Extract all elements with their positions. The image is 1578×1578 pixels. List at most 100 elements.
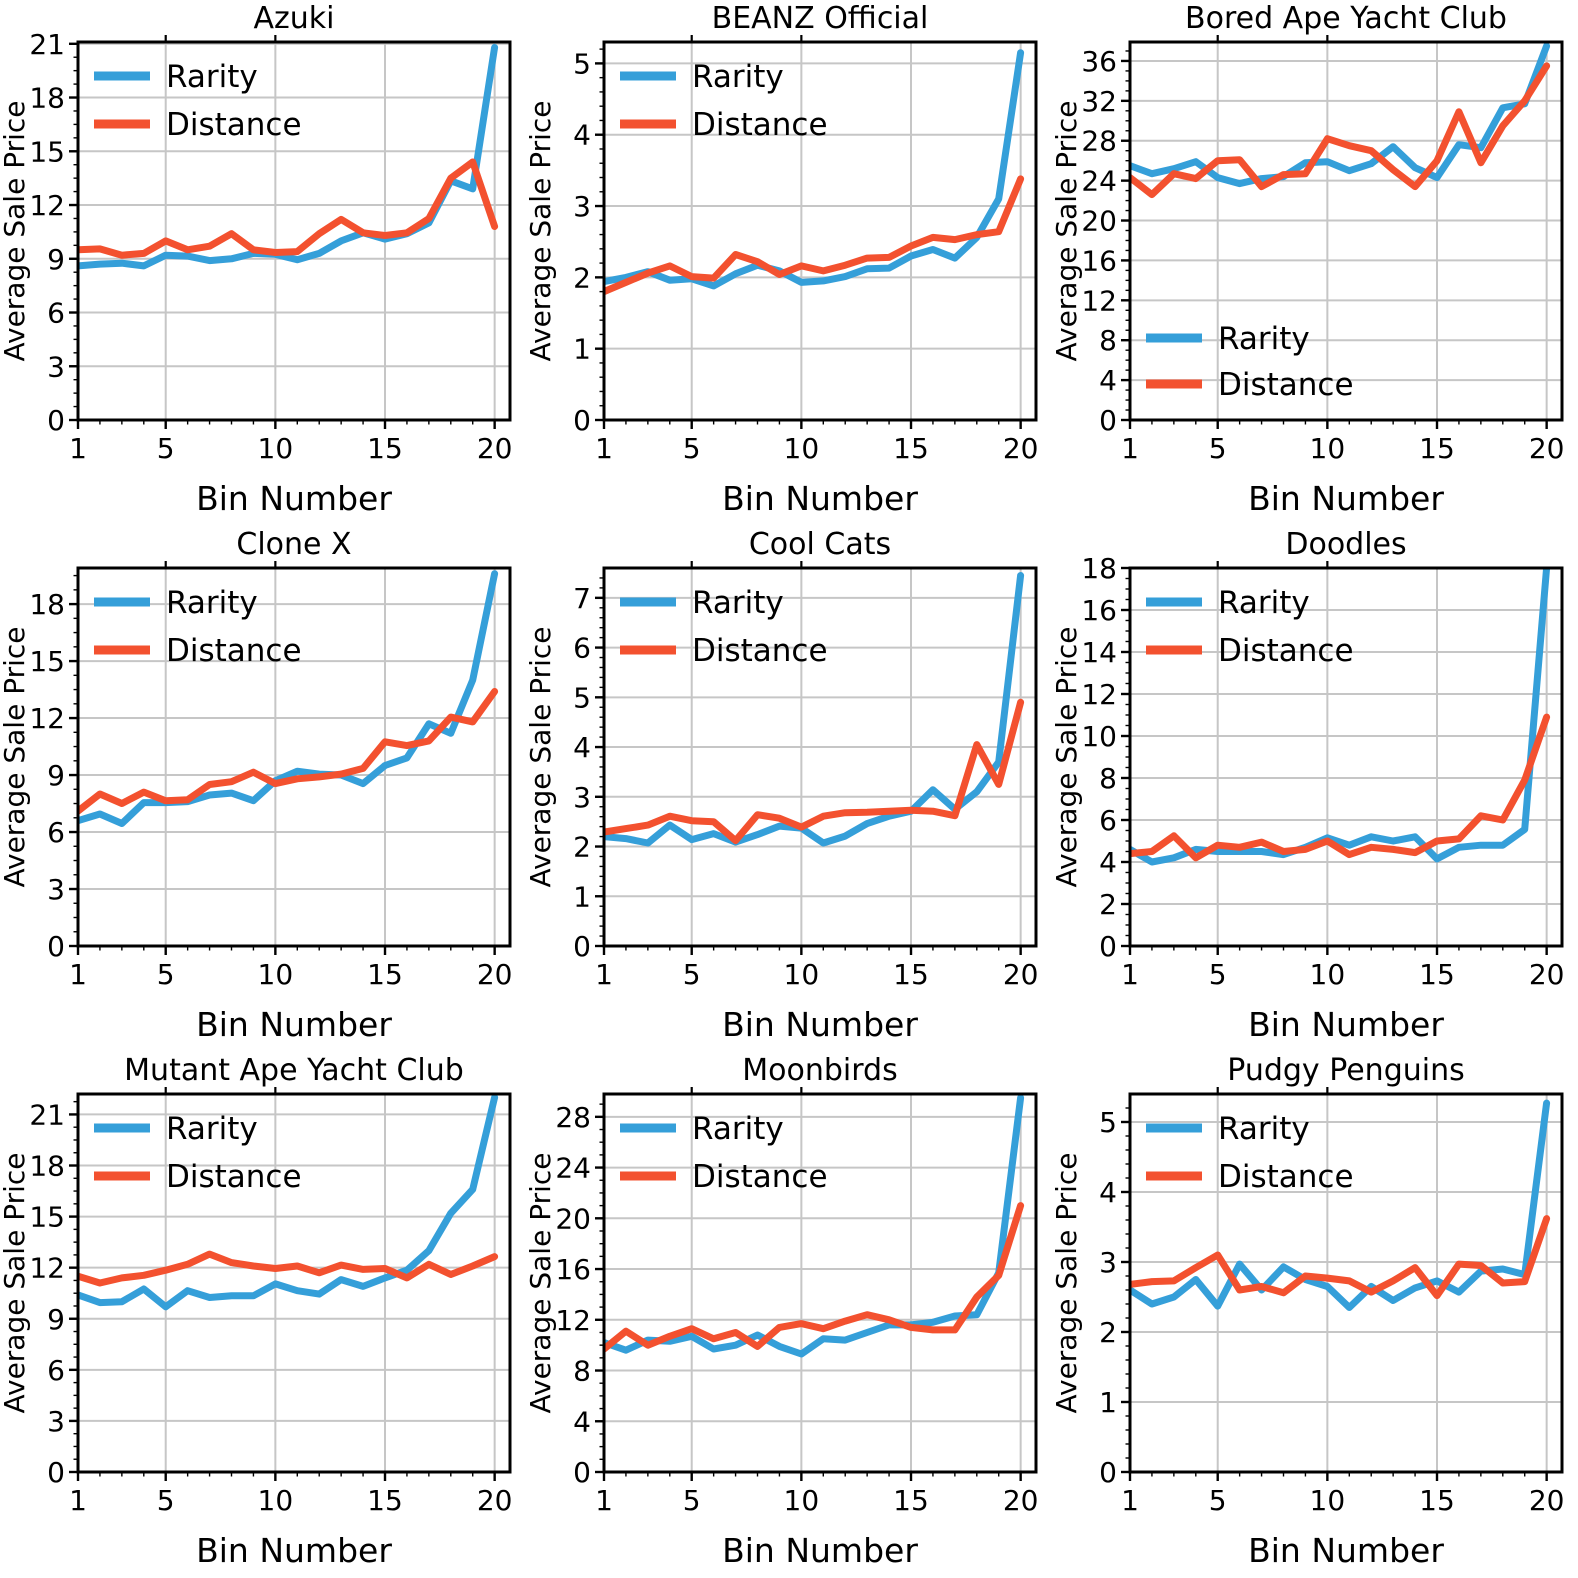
series-line-distance: [1130, 62, 1551, 199]
x-tick-label: 10: [258, 1484, 294, 1517]
y-tick-label: 15: [29, 135, 65, 168]
plot-frame: [1128, 566, 1564, 948]
x-axis-label: Bin Number: [196, 1531, 392, 1570]
plot-frame: [602, 1092, 1038, 1474]
x-tick-label: 5: [157, 1484, 175, 1517]
y-tick-label: 9: [47, 759, 65, 792]
legend-label-distance: Distance: [166, 633, 302, 669]
y-tick-label: 21: [29, 1098, 65, 1131]
x-axis-label: Bin Number: [1248, 1531, 1444, 1570]
y-tick-label: 4: [573, 119, 591, 152]
y-tick-label: 28: [1081, 125, 1117, 158]
x-tick-label: 20: [1529, 958, 1565, 991]
x-tick-label: 10: [1310, 958, 1346, 991]
series-lines: [78, 1094, 499, 1311]
y-tick-label: 4: [573, 1405, 591, 1438]
x-tick-label: 15: [367, 958, 403, 991]
x-tick-labels: 1 5 10 15 20: [69, 1484, 512, 1517]
legend-label-distance: Distance: [166, 1159, 302, 1195]
x-axis-label: Bin Number: [722, 1005, 918, 1044]
y-tick-label: 6: [47, 297, 65, 330]
chart-title: Clone X: [236, 527, 351, 562]
series-line-rarity: [604, 49, 1025, 290]
y-tick-label: 4: [1099, 364, 1117, 397]
legend-label-rarity: Rarity: [1218, 321, 1310, 357]
plot-frame: [1128, 1092, 1564, 1474]
y-tick-label: 21: [29, 28, 65, 61]
legend: Rarity Distance: [1146, 321, 1354, 403]
y-tick-label: 12: [555, 1304, 591, 1337]
y-tick-label: 12: [1081, 284, 1117, 317]
legend-label-distance: Distance: [1218, 1159, 1354, 1195]
gridlines: [78, 1094, 510, 1472]
y-tick-label: 6: [47, 816, 65, 849]
x-tick-label: 10: [784, 1484, 820, 1517]
x-tick-labels: 1 5 10 15 20: [1121, 1484, 1564, 1517]
legend-label-rarity: Rarity: [166, 59, 258, 95]
series-lines: [1130, 568, 1551, 866]
axis-ticks: [69, 35, 496, 429]
x-tick-label: 15: [1419, 1484, 1455, 1517]
y-tick-label: 12: [1081, 678, 1117, 711]
x-tick-label: 1: [69, 1484, 87, 1517]
legend-label-distance: Distance: [692, 633, 828, 669]
y-tick-label: 36: [1081, 45, 1117, 78]
y-tick-label: 6: [573, 632, 591, 665]
x-tick-label: 20: [477, 958, 513, 991]
series-lines: [78, 43, 499, 270]
y-axis-label: Average Sale Price: [526, 626, 557, 887]
x-tick-label: 10: [784, 958, 820, 991]
x-tick-label: 20: [1003, 432, 1039, 465]
y-tick-labels: 0 3 6 9 12 15 18: [29, 588, 65, 963]
x-tick-label: 1: [69, 432, 87, 465]
series-line-rarity: [78, 570, 499, 827]
chart-bored-ape-yacht-club: 1 5 10 15 20 0 4 8 12 16 20 24 28 32 36 Bored Ape Yacht…: [1052, 0, 1578, 526]
x-tick-label: 20: [477, 432, 513, 465]
legend: Rarity Distance: [1146, 585, 1354, 669]
x-tick-labels: 1 5 10 15 20: [595, 1484, 1038, 1517]
legend-label-distance: Distance: [166, 107, 302, 143]
x-tick-label: 1: [1121, 432, 1139, 465]
y-tick-label: 0: [1099, 1456, 1117, 1489]
y-tick-label: 2: [573, 261, 591, 294]
x-tick-label: 5: [683, 958, 701, 991]
y-axis-label: Average Sale Price: [0, 626, 31, 887]
series-line-distance: [78, 1250, 499, 1287]
plot-frame: [76, 566, 512, 948]
y-tick-label: 3: [573, 190, 591, 223]
y-tick-labels: 0 2 4 6 8 10 12 14 16 18: [1081, 552, 1117, 963]
x-tick-label: 1: [1121, 1484, 1139, 1517]
legend-label-distance: Distance: [1218, 633, 1354, 669]
series-line-distance: [604, 1202, 1025, 1353]
legend-label-distance: Distance: [1218, 367, 1354, 403]
x-tick-labels: 1 5 10 15 20: [595, 432, 1038, 465]
x-tick-labels: 1 5 10 15 20: [595, 958, 1038, 991]
x-tick-label: 15: [367, 1484, 403, 1517]
series-lines: [604, 572, 1025, 847]
x-axis-label: Bin Number: [722, 1531, 918, 1570]
legend-label-rarity: Rarity: [166, 585, 258, 621]
legend: Rarity Distance: [620, 1111, 828, 1195]
x-tick-label: 20: [1529, 1484, 1565, 1517]
x-tick-label: 10: [784, 432, 820, 465]
y-tick-label: 7: [573, 582, 591, 615]
gridlines: [604, 42, 1036, 420]
y-tick-label: 4: [1099, 1176, 1117, 1209]
y-tick-label: 0: [47, 930, 65, 963]
legend: Rarity Distance: [620, 585, 828, 669]
y-tick-label: 6: [1099, 804, 1117, 837]
x-tick-labels: 1 5 10 15 20: [1121, 958, 1564, 991]
y-axis-label: Average Sale Price: [526, 100, 557, 361]
x-axis-label: Bin Number: [196, 1005, 392, 1044]
plot-frame: [602, 566, 1038, 948]
y-tick-labels: 0 1 2 3 4 5: [573, 47, 591, 437]
gridlines: [78, 568, 510, 946]
x-tick-label: 5: [1209, 1484, 1227, 1517]
x-tick-label: 15: [893, 1484, 929, 1517]
series-line-rarity: [1130, 568, 1551, 866]
axis-ticks: [69, 561, 496, 955]
y-tick-label: 9: [47, 243, 65, 276]
